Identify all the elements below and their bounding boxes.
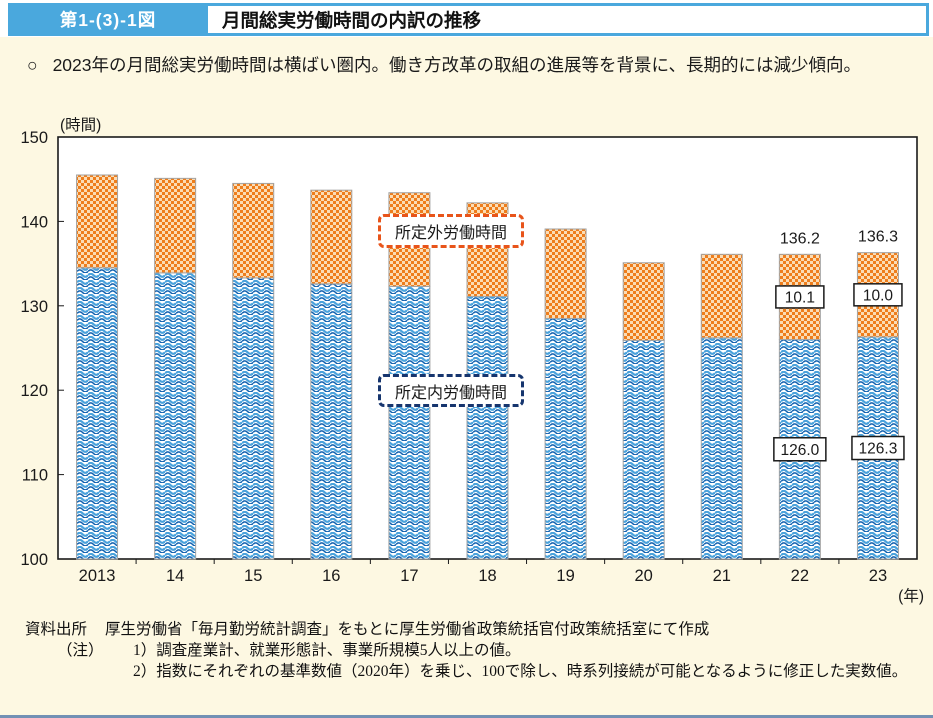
- summary-text: 2023年の月間総実労働時間は横ばい圏内。働き方改革の取組の進展等を背景に、長期…: [52, 55, 861, 75]
- y-axis-tick-label: 150: [20, 129, 48, 147]
- source-label: 資料出所: [25, 621, 88, 638]
- note-label: （注）: [57, 642, 104, 659]
- x-axis-category-label: 16: [322, 567, 340, 585]
- figure-title: 月間総実労働時間の内訳の推移: [208, 6, 926, 33]
- bar-overtime-14: [154, 177, 197, 274]
- stacked-bar-chart: 100 110 120 130 140 150 (時間) (年) 2013 14 15 16 17 18 1…: [20, 116, 924, 605]
- bar-scheduled-20: [622, 339, 665, 560]
- y-axis-tick-label: 130: [20, 298, 48, 316]
- bar-scheduled-14: [154, 272, 197, 560]
- y-axis-tick-label: 120: [20, 382, 48, 400]
- y-axis-tick-label: 140: [20, 213, 48, 231]
- bar-scheduled-2013: [76, 267, 119, 560]
- x-axis-unit-label: (年): [898, 587, 924, 605]
- x-axis-category-label: 18: [478, 567, 496, 585]
- scheduled-value-box-22: [773, 437, 827, 462]
- overtime-value-box-22: [775, 285, 825, 309]
- figure-number-badge: 第1-(3)-1図: [59, 10, 157, 30]
- bullet-circle-marker: ○: [27, 55, 38, 75]
- x-axis-category-label: 23: [869, 567, 887, 585]
- bar-overtime-16: [310, 189, 353, 285]
- total-value-label-23: 136.3: [858, 229, 898, 246]
- bar-scheduled-21: [700, 337, 743, 560]
- x-axis-category-label: 22: [791, 567, 809, 585]
- bar-scheduled-16: [310, 283, 353, 560]
- overtime-value-label-23: 10.0: [863, 287, 894, 304]
- scheduled-value-label-22: 126.0: [780, 442, 819, 459]
- x-axis-category-label: 17: [400, 567, 418, 585]
- overtime-value-label-22: 10.1: [785, 289, 815, 306]
- bottom-rule: [0, 715, 933, 718]
- source-notes: 資料出所 厚生労働省「毎月勤労統計調査」をもとに厚生労働省政策統括官付政策統括室…: [0, 619, 933, 715]
- summary-bullet: ○ 2023年の月間総実労働時間は横ばい圏内。働き方改革の取組の進展等を背景に、長…: [27, 52, 933, 79]
- bar-scheduled-17: [388, 285, 431, 560]
- bar-overtime-19: [544, 228, 587, 319]
- y-axis-unit-label: (時間): [60, 116, 101, 134]
- source-text: 厚生労働省「毎月勤労統計調査」をもとに厚生労働省政策統括官付政策統括室にて作成: [105, 621, 710, 638]
- y-axis-tick-label: 100: [20, 551, 48, 569]
- legend-scheduled-label: 所定内労働時間: [378, 374, 524, 407]
- total-value-label-22: 136.2: [780, 230, 820, 247]
- figure-header: 第1-(3)-1図 月間総実労働時間の内訳の推移: [8, 3, 929, 36]
- bar-scheduled-15: [232, 277, 275, 560]
- bar-overtime-21: [700, 253, 743, 339]
- overtime-value-box-23: [853, 283, 903, 307]
- bar-overtime-2013: [76, 174, 119, 269]
- scheduled-value-box-23: [851, 435, 905, 461]
- bar-overtime-15: [232, 182, 275, 279]
- x-axis-category-label: 20: [635, 567, 653, 585]
- scheduled-value-label-23: 126.3: [859, 441, 898, 458]
- x-axis-category-label: 2013: [79, 567, 116, 585]
- x-axis-category-label: 19: [556, 567, 574, 585]
- x-axis-category-label: 21: [713, 567, 731, 585]
- note-2: 2）指数にそれぞれの基準数値（2020年）を乗じ、100で除し、時系列接続が可能…: [133, 663, 908, 680]
- bar-overtime-20: [622, 262, 665, 341]
- legend-overtime-label: 所定外労働時間: [378, 214, 524, 248]
- bar-scheduled-18: [466, 296, 509, 560]
- bar-scheduled-19: [544, 317, 587, 560]
- y-axis-tick-label: 110: [22, 467, 48, 485]
- x-axis-category-label: 14: [166, 567, 184, 585]
- x-axis-category-label: 15: [244, 567, 262, 585]
- note-1: 1）調査産業計、就業形態計、事業所規模5人以上の値。: [133, 642, 521, 659]
